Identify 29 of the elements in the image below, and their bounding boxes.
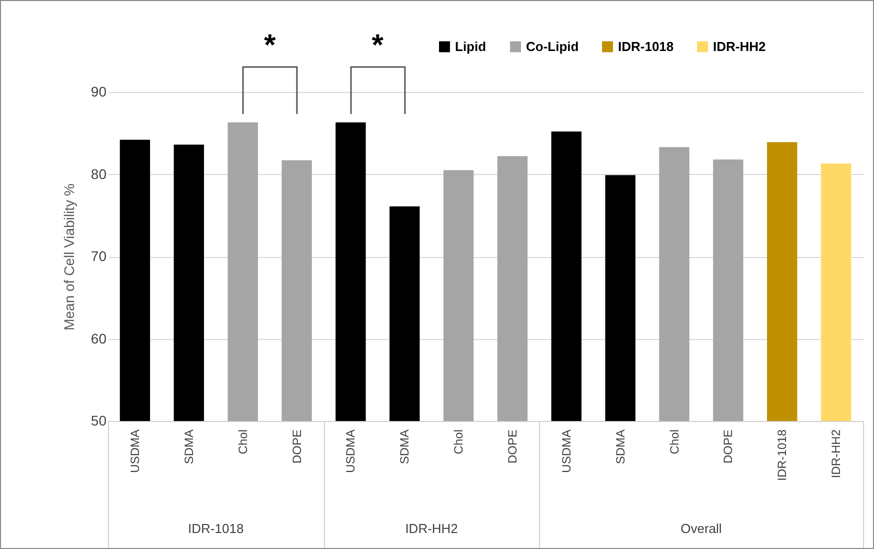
text: IDR-1018 bbox=[187, 521, 245, 536]
x-tick-label: SDMA bbox=[398, 430, 412, 464]
x-tick-label: Chol bbox=[236, 430, 250, 454]
legend-label: IDR-1018 bbox=[618, 38, 674, 54]
text: IDR-HH2 bbox=[404, 521, 459, 536]
y-tick-label: 70 bbox=[90, 248, 107, 264]
text: * bbox=[370, 29, 384, 63]
y-tick-label: 60 bbox=[90, 330, 107, 346]
x-tick-label: IDR-HH2 bbox=[829, 429, 844, 478]
x-tick-label: DOPE bbox=[290, 430, 304, 464]
x-tick-label: IDR-1018 bbox=[775, 429, 790, 481]
legend-label: Lipid bbox=[455, 38, 486, 54]
x-tick-label: USDMA bbox=[559, 430, 574, 473]
y-axis-title: Mean of Cell Viability % bbox=[60, 184, 77, 330]
legend-label: Co-Lipid bbox=[526, 38, 579, 54]
x-tick-label: SDMA bbox=[182, 430, 196, 464]
legend-label: IDR-HH2 bbox=[713, 38, 766, 54]
text: * bbox=[262, 29, 277, 63]
x-tick-label: USDMA bbox=[128, 430, 142, 473]
x-tick-label: Chol bbox=[667, 430, 682, 454]
text: Overall bbox=[680, 521, 723, 536]
x-tick-label: USDMA bbox=[344, 430, 358, 473]
y-tick-label: 90 bbox=[90, 84, 107, 100]
x-tick-label: Chol bbox=[452, 430, 466, 454]
x-tick-label: DOPE bbox=[505, 430, 520, 464]
x-tick-label: SDMA bbox=[613, 430, 628, 464]
x-tick-label: DOPE bbox=[721, 430, 736, 464]
y-tick-label: 50 bbox=[90, 412, 107, 428]
y-tick-label: 80 bbox=[90, 166, 107, 182]
